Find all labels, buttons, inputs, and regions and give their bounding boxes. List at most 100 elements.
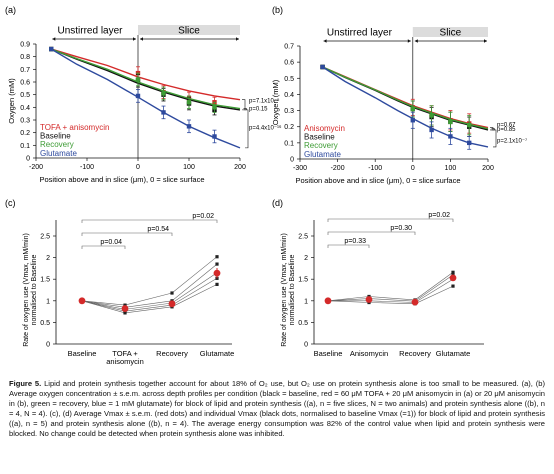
significance-bracket — [327, 244, 370, 248]
y-tick-label: 2.5 — [40, 234, 50, 241]
x-tick-label: -200 — [331, 165, 345, 172]
y-tick-label: 0 — [290, 157, 294, 164]
significance-label: p=0.54 — [147, 226, 169, 233]
panel-c: (c) 0 0.5 1 1.5 2 2.5 Rate of oxygen use (Vmax… — [5, 198, 234, 366]
data-point — [161, 91, 166, 96]
y-tick-label: 0.5 — [284, 76, 294, 83]
series-line — [322, 66, 489, 129]
y-tick-label: 0.5 — [40, 320, 50, 327]
category-label: Baseline — [314, 349, 343, 358]
individual-line — [81, 272, 218, 310]
data-point — [212, 105, 217, 110]
individual-line — [81, 256, 218, 306]
category-label: Baseline — [68, 349, 97, 358]
individual-line — [327, 274, 454, 302]
p-value-label: p=0.85 — [497, 127, 516, 133]
mean-point — [78, 297, 86, 305]
y-tick-label: 0.6 — [284, 60, 294, 67]
significance-bracket — [327, 218, 454, 222]
legend-entry: Baseline — [304, 133, 335, 142]
y-tick-label: 0.6 — [20, 80, 30, 87]
p-value-bracket — [245, 109, 249, 149]
mean-point — [121, 305, 129, 312]
legend-entry: Recovery — [304, 141, 338, 150]
y-tick-label: 0.4 — [20, 105, 30, 112]
slice-region-band — [412, 27, 488, 37]
individual-point — [123, 303, 127, 307]
mean-point — [168, 300, 176, 308]
individual-point — [170, 291, 174, 295]
region-arrow-head — [414, 39, 418, 43]
y-tick-label: 2.5 — [298, 234, 308, 241]
category-label: Anisomycin — [350, 349, 388, 358]
data-point — [135, 77, 141, 82]
mean-point — [213, 269, 221, 277]
category-label-line: Glutamate — [436, 349, 471, 358]
y-tick-label: 1 — [46, 298, 50, 305]
slice-region-band — [138, 25, 240, 35]
legend-entry: TOFA + anisomycin — [40, 123, 109, 132]
category-label: Glutamate — [200, 349, 235, 358]
x-tick-label: 0 — [411, 165, 415, 172]
region-arrow-head — [407, 39, 411, 43]
series-line — [51, 48, 241, 110]
mean-point — [411, 298, 419, 306]
category-label-line: Baseline — [314, 349, 343, 358]
individual-point — [215, 255, 219, 259]
panel-label: (c) — [5, 198, 16, 208]
x-axis-label: Position above and in slice (μm), 0 = sl… — [39, 175, 204, 184]
x-tick-label: 100 — [445, 165, 457, 172]
individual-point — [215, 282, 219, 286]
legend-entry: Recovery — [40, 140, 74, 149]
region-label-slice: Slice — [178, 26, 200, 37]
y-tick-label: 0.9 — [20, 42, 30, 49]
category-label: Glutamate — [436, 349, 471, 358]
data-point — [49, 46, 54, 52]
individual-line — [81, 278, 218, 312]
significance-bracket — [327, 231, 416, 235]
legend-entry: Glutamate — [304, 150, 341, 159]
y-tick-label: 0 — [46, 342, 50, 349]
data-point — [410, 118, 415, 123]
mean-point — [365, 296, 373, 303]
y-tick-label: 0.3 — [284, 108, 294, 115]
y-tick-label: 1.5 — [40, 277, 50, 284]
y-tick-label: 1 — [304, 298, 308, 305]
y-axis-label-line: Rate of oxygen use (Vmax, mM/min) — [23, 233, 30, 347]
region-arrow-head — [133, 37, 136, 41]
y-tick-label: 0.5 — [20, 92, 30, 99]
data-point — [161, 110, 166, 115]
significance-label: p=0.33 — [344, 238, 366, 245]
legend-entry: Glutamate — [40, 149, 77, 158]
y-tick-label: 0.3 — [20, 118, 30, 125]
caption-label: Figure 5. — [9, 379, 42, 388]
region-label-unstirred: Unstirred layer — [57, 26, 123, 37]
data-point — [467, 140, 472, 146]
region-label-slice: Slice — [440, 28, 462, 39]
data-point — [212, 134, 217, 139]
category-label: Recovery — [399, 349, 431, 358]
x-axis-label: Position above and in slice (μm), 0 = sl… — [295, 176, 460, 185]
region-arrow-head — [52, 37, 56, 41]
significance-bracket — [81, 245, 126, 249]
y-axis-label: Oxygen (mM) — [7, 78, 16, 124]
region-arrow-head — [140, 37, 143, 41]
y-tick-label: 0 — [26, 156, 30, 163]
data-point — [429, 113, 434, 118]
legend-entry: Baseline — [40, 132, 71, 141]
y-axis-label-line: Rate of oxygen use (Vmax, mM/min) — [281, 233, 288, 347]
panel-label: (d) — [272, 198, 283, 208]
y-tick-label: 0.7 — [20, 67, 30, 74]
category-label-line: Baseline — [68, 349, 97, 358]
significance-label: p=0.02 — [428, 212, 450, 219]
x-tick-label: -300 — [293, 165, 307, 172]
y-tick-label: 0.1 — [20, 143, 30, 150]
y-tick-label: 0.1 — [284, 140, 294, 147]
panel-label: (b) — [272, 5, 283, 15]
significance-bracket — [81, 219, 218, 223]
p-value-label: p=2.1x10⁻⁷ — [497, 137, 527, 144]
region-arrow-head — [323, 39, 327, 43]
y-tick-label: 2 — [46, 255, 50, 262]
region-label-unstirred: Unstirred layer — [327, 28, 393, 39]
